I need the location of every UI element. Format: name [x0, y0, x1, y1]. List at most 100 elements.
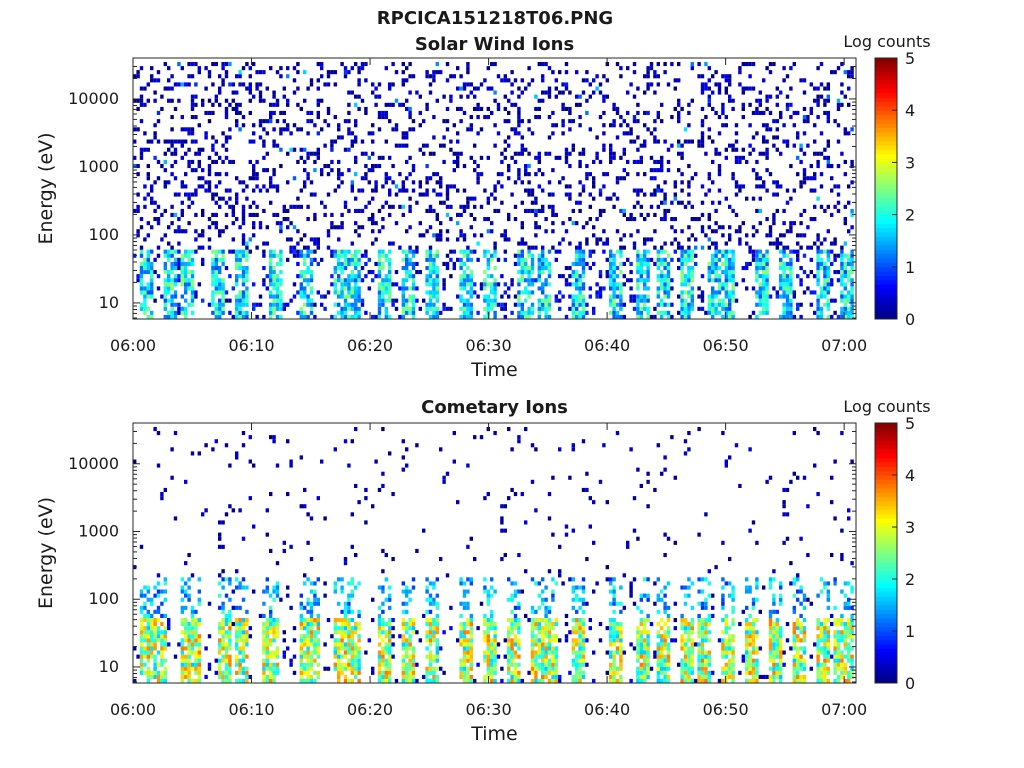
count-cell [609, 261, 613, 266]
count-cell [330, 212, 334, 217]
count-cell [347, 282, 351, 287]
count-cell [707, 298, 711, 303]
count-cell [289, 245, 293, 250]
count-cell [439, 557, 443, 562]
count-cell [445, 471, 450, 476]
count-cell [619, 294, 623, 299]
count-cell [415, 249, 419, 254]
count-cell [432, 618, 436, 623]
count-cell [343, 119, 348, 124]
count-cell [823, 274, 827, 279]
count-cell [275, 630, 280, 635]
count-cell [388, 282, 392, 287]
count-cell [547, 204, 552, 209]
count-cell [350, 274, 354, 279]
count-cell [245, 666, 249, 671]
count-cell [150, 200, 154, 205]
count-cell [530, 261, 535, 266]
count-cell [779, 151, 783, 156]
count-cell [343, 253, 348, 258]
count-cell [520, 314, 524, 319]
count-cell [823, 110, 827, 115]
count-cell [377, 266, 382, 271]
count-cell [527, 278, 531, 283]
count-cell [167, 622, 171, 627]
count-cell [245, 245, 249, 250]
count-cell [442, 282, 446, 287]
count-cell [765, 106, 769, 111]
count-cell [190, 274, 195, 279]
count-cell [163, 674, 167, 679]
count-cell [377, 261, 382, 266]
count-cell [469, 155, 473, 160]
count-cell [711, 74, 715, 79]
count-cell [371, 196, 375, 201]
count-cell [330, 634, 334, 639]
count-cell [221, 278, 225, 283]
count-cell [146, 622, 150, 627]
count-cell [245, 314, 249, 319]
count-cell [343, 70, 348, 75]
count-cell [439, 229, 443, 234]
count-cell [428, 642, 433, 647]
count-cell [592, 90, 596, 95]
count-cell [197, 650, 201, 655]
count-cell [840, 294, 844, 299]
count-cell [792, 249, 796, 254]
count-cell [428, 74, 433, 79]
count-cell [262, 314, 266, 319]
x-tick-label: 06:20 [347, 336, 393, 355]
count-cell [371, 188, 375, 193]
count-cell [578, 278, 582, 283]
count-cell [252, 123, 256, 128]
count-cell [473, 290, 477, 295]
count-cell [425, 229, 429, 234]
count-cell [517, 261, 521, 266]
count-cell [775, 135, 779, 140]
count-cell [153, 208, 157, 213]
count-cell [564, 147, 569, 152]
count-cell [734, 212, 739, 217]
count-cell [517, 249, 521, 254]
count-cell [632, 298, 637, 303]
count-cell [228, 638, 232, 643]
count-cell [357, 270, 361, 275]
count-cell [578, 200, 582, 205]
count-cell [333, 70, 337, 75]
count-cell [755, 176, 759, 181]
count-cell [435, 172, 439, 177]
count-cell [721, 123, 725, 128]
count-cell [714, 208, 718, 213]
count-cell [180, 678, 184, 683]
count-cell [262, 143, 266, 148]
count-cell [456, 151, 460, 156]
count-cell [541, 257, 545, 262]
count-cell [408, 106, 412, 111]
count-cell [751, 286, 756, 291]
count-cell [592, 176, 596, 181]
count-cell [228, 463, 232, 468]
count-cell [779, 241, 783, 246]
count-cell [153, 642, 157, 647]
spectrogram-cells [133, 62, 854, 319]
count-cell [377, 662, 382, 667]
count-cell [214, 306, 218, 311]
count-cell [595, 74, 599, 79]
count-cell [204, 135, 208, 140]
count-cell [609, 253, 613, 258]
count-cell [785, 286, 790, 291]
count-cell [449, 257, 453, 262]
count-cell [184, 249, 188, 254]
count-cell [445, 184, 450, 189]
count-cell [428, 245, 433, 250]
count-cell [282, 86, 286, 91]
count-cell [153, 427, 157, 432]
count-cell [673, 229, 677, 234]
count-cell [231, 159, 235, 164]
count-cell [275, 646, 280, 651]
count-cell [632, 306, 637, 311]
count-cell [826, 286, 830, 291]
count-cell [588, 217, 592, 222]
count-cell [568, 196, 572, 201]
count-cell [146, 139, 150, 144]
